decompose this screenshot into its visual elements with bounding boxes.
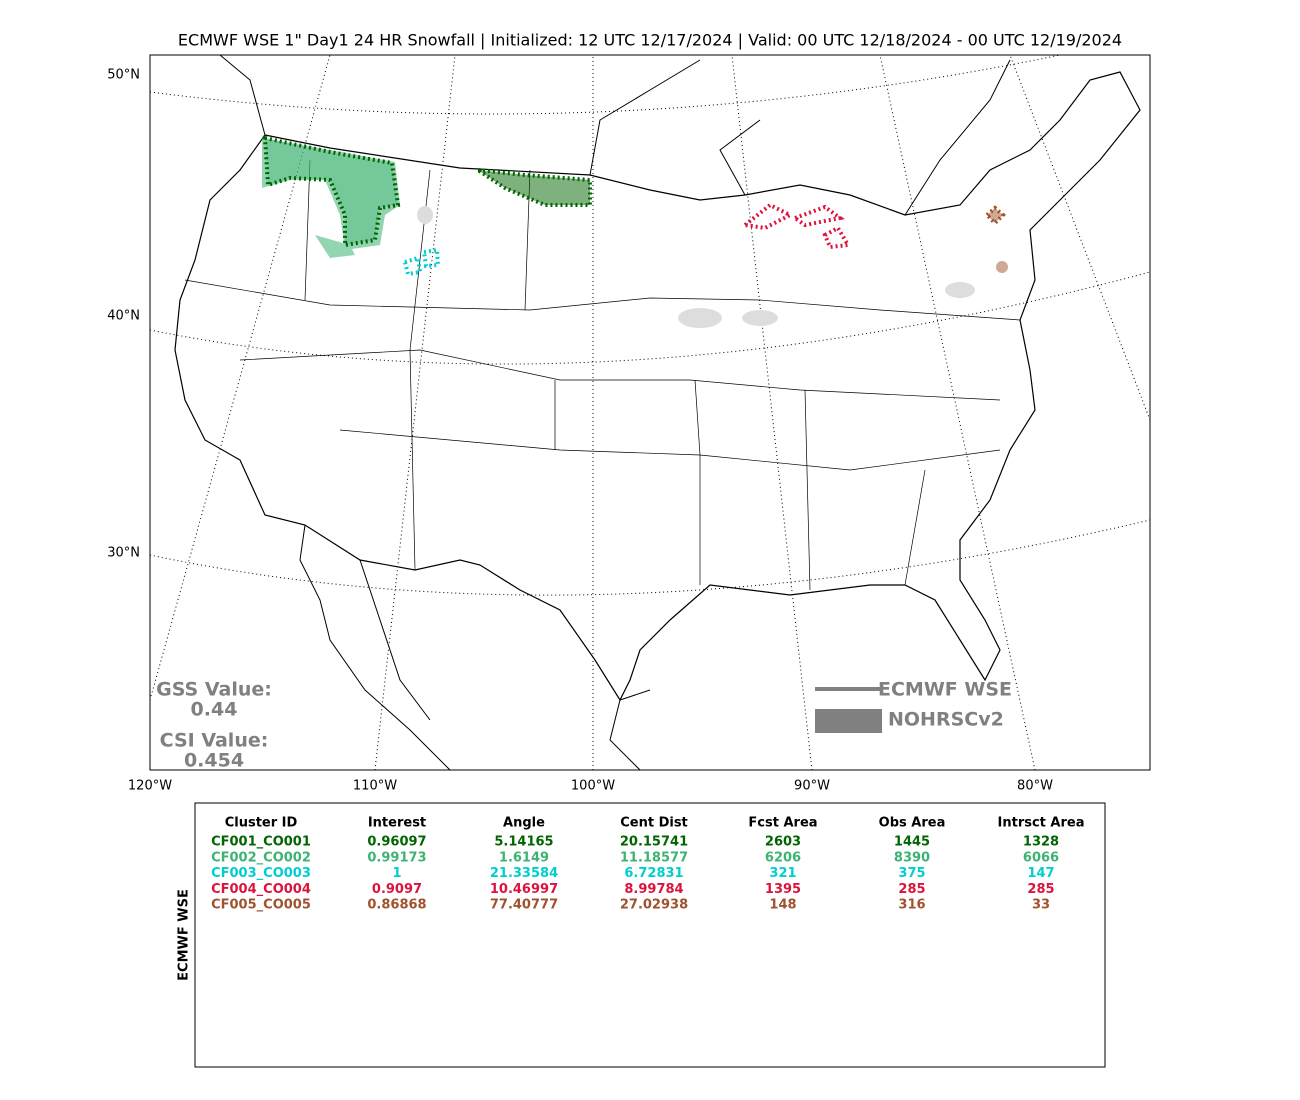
stat-label: CSI Value: bbox=[160, 730, 269, 752]
lat-label: 40°N bbox=[107, 309, 140, 324]
table-cell: 1.6149 bbox=[499, 850, 549, 865]
table-cell: 10.46997 bbox=[490, 882, 558, 897]
table-side-label: ECMWF WSE bbox=[177, 889, 192, 981]
cluster-2 bbox=[476, 168, 592, 207]
table-cell: 0.86868 bbox=[367, 898, 426, 913]
cluster-4 bbox=[740, 202, 852, 250]
table-cell: 27.02938 bbox=[620, 898, 688, 913]
table-cell: 1395 bbox=[765, 882, 801, 897]
map: 50°N 40°N 30°N 120°W 110°W 100°W 90°W 80… bbox=[107, 54, 1151, 794]
legend-swatch bbox=[815, 709, 882, 733]
table-frame bbox=[194, 802, 1106, 1068]
table-cell: CF001_CO001 bbox=[211, 835, 311, 850]
table-cell: CF003_CO003 bbox=[211, 866, 311, 881]
column-header: Cent Dist bbox=[620, 816, 688, 831]
legend-label: ECMWF WSE bbox=[878, 679, 1012, 701]
table-cell: 8.99784 bbox=[624, 882, 683, 897]
table: ECMWF WSE Cluster ID Interest Angle Cent Di… bbox=[177, 802, 1106, 1068]
column-header: Cluster ID bbox=[225, 816, 298, 831]
stat-value: 0.44 bbox=[191, 699, 238, 721]
table-cell: 6.72831 bbox=[624, 866, 683, 881]
lat-label: 30°N bbox=[107, 546, 140, 561]
table-cell: 1328 bbox=[1023, 835, 1059, 850]
column-header: Angle bbox=[503, 816, 545, 831]
state-lines bbox=[184, 159, 1021, 591]
table-cell: 11.18577 bbox=[620, 850, 688, 865]
lat-label: 50°N bbox=[107, 68, 140, 83]
lon-label: 110°W bbox=[353, 779, 397, 794]
column-header: Fcst Area bbox=[748, 816, 817, 831]
table-cell: 0.99173 bbox=[367, 850, 426, 865]
table-cell: 285 bbox=[1027, 882, 1054, 897]
table-cell: 21.33584 bbox=[490, 866, 558, 881]
table-cell: 375 bbox=[898, 866, 925, 881]
lon-label: 100°W bbox=[571, 779, 615, 794]
table-cell: 0.9097 bbox=[372, 882, 422, 897]
table-cell: 148 bbox=[769, 898, 796, 913]
legend-label: NOHRSCv2 bbox=[888, 709, 1004, 731]
title: ECMWF WSE 1" Day1 24 HR Snowfall | Initi… bbox=[178, 31, 1122, 50]
table-cell: 147 bbox=[1027, 866, 1054, 881]
table-cell: 77.40777 bbox=[490, 898, 558, 913]
column-header: Interest bbox=[368, 816, 426, 831]
table-cell: CF004_CO004 bbox=[211, 882, 311, 897]
canada-outline bbox=[219, 55, 1011, 216]
stat-label: GSS Value: bbox=[156, 679, 272, 701]
table-cell: 6066 bbox=[1023, 850, 1059, 865]
table-cell: 285 bbox=[898, 882, 925, 897]
table-cell: 321 bbox=[769, 866, 796, 881]
cluster-1-fcst bbox=[262, 135, 401, 248]
table-cell: 316 bbox=[898, 898, 925, 913]
table-cell: 20.15741 bbox=[620, 835, 688, 850]
cluster-5 bbox=[984, 205, 1006, 226]
table-cell: 33 bbox=[1032, 898, 1050, 913]
parallel bbox=[150, 55, 1061, 115]
lon-label: 80°W bbox=[1017, 779, 1053, 794]
cluster-1-obs bbox=[262, 138, 400, 258]
cluster-5-obs bbox=[996, 261, 1008, 273]
table-cell: CF005_CO005 bbox=[211, 898, 311, 913]
table-cell: 2603 bbox=[765, 835, 801, 850]
table-cell: 0.96097 bbox=[367, 835, 426, 850]
lon-label: 120°W bbox=[128, 779, 172, 794]
table-cell: 8390 bbox=[894, 850, 930, 865]
column-header: Obs Area bbox=[879, 816, 946, 831]
table-cell: 1 bbox=[392, 866, 401, 881]
table-cell: 6206 bbox=[765, 850, 801, 865]
column-header: Intrsct Area bbox=[998, 816, 1085, 831]
stat-value: 0.454 bbox=[184, 750, 244, 772]
lon-label: 90°W bbox=[794, 779, 830, 794]
mexico-outline bbox=[299, 524, 651, 770]
map-frame bbox=[149, 54, 1151, 771]
table-cell: 1445 bbox=[894, 835, 930, 850]
table-cell: CF002_CO002 bbox=[211, 850, 311, 865]
table-cell: 5.14165 bbox=[494, 835, 553, 850]
observed-areas bbox=[417, 206, 975, 328]
